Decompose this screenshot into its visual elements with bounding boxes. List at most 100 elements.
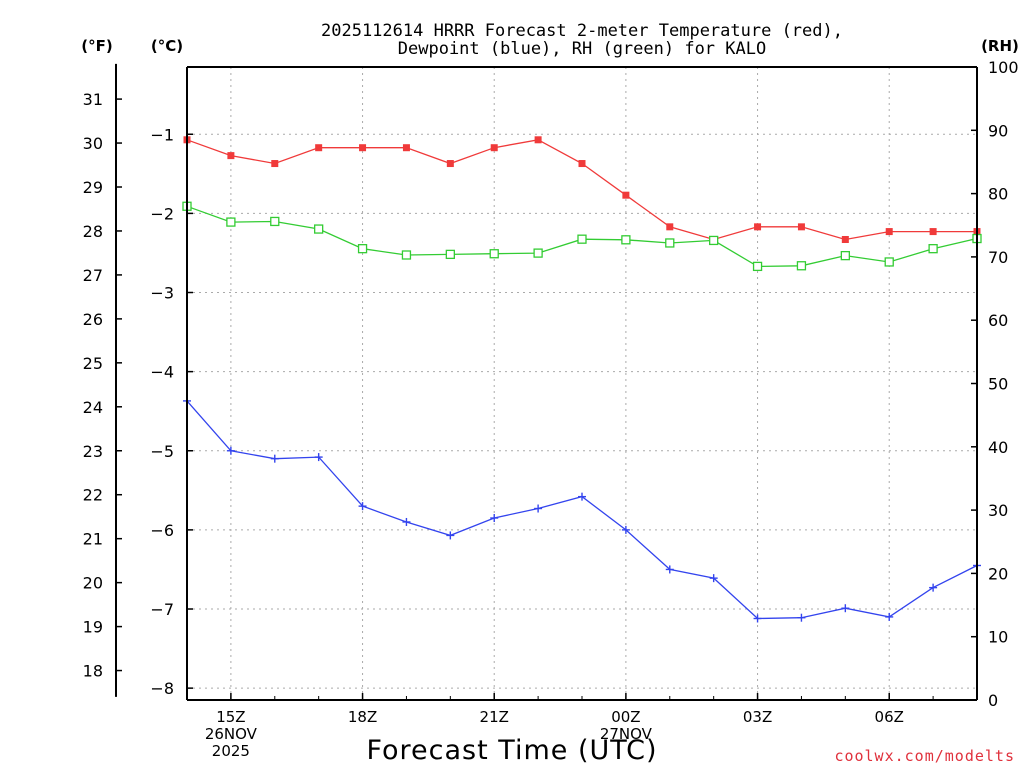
rh-tick-label: 60 [988,311,1008,330]
celsius-unit-label: (°C) [151,37,183,55]
fahrenheit-tick-label: 18 [83,662,103,681]
celsius-tick-label: −1 [150,125,174,144]
dewpoint-point [621,525,630,534]
celsius-tick-label: −2 [150,204,174,223]
fahrenheit-tick-label: 19 [83,618,103,637]
celsius-tick-label: −3 [150,284,174,303]
dewpoint-point [402,517,411,526]
rh-point [928,244,938,254]
temperature-point [534,136,542,144]
rh-tick-label: 10 [988,628,1008,647]
rh-point [357,244,368,254]
rh-point [401,250,412,260]
time-tick-label: 27NOV [600,725,653,743]
dewpoint-point [490,514,499,523]
dewpoint-point [709,574,718,583]
chart-title-line1: 2025112614 HRRR Forecast 2-meter Tempera… [321,21,843,41]
temperature-point [885,228,893,236]
fahrenheit-tick-label: 30 [83,134,103,153]
dewpoint-point [841,604,850,613]
celsius-tick-label: −6 [150,521,174,540]
dewpoint-point [314,453,323,462]
rh-point [884,257,894,267]
temperature-point [841,235,849,243]
rh-point [796,261,807,271]
rh-point [533,248,543,258]
dewpoint-point [534,504,543,513]
temperature-point [578,160,586,168]
x-axis-label: Forecast Time (UTC) [366,735,657,766]
celsius-tick-label: −8 [150,679,174,698]
fahrenheit-tick-label: 29 [83,178,103,197]
rh-tick-label: 30 [988,501,1008,520]
temperature-point [271,160,279,168]
time-tick-label: 2025 [212,742,250,760]
dewpoint-point [665,565,674,574]
rh-point [709,235,719,246]
temperature-point [402,144,410,152]
dewpoint-point [753,614,762,623]
time-tick-label: 26NOV [205,725,258,743]
rh-point [621,235,631,245]
rh-point [314,224,324,234]
series-layer [182,136,982,623]
temperature-point [666,223,674,231]
fahrenheit-tick-label: 22 [83,486,103,505]
celsius-tick-label: −4 [150,363,174,382]
fahrenheit-tick-label: 31 [83,90,103,109]
rh-tick-label: 100 [988,58,1019,77]
dewpoint-point [929,583,938,592]
fahrenheit-tick-label: 28 [83,222,103,241]
temperature-point [359,144,367,152]
fahrenheit-tick-label: 25 [83,354,103,373]
temperature-point [929,228,937,236]
time-tick-label: 06Z [875,708,904,726]
dewpoint-point [446,531,455,540]
temperature-point [446,160,454,168]
rh-point [752,261,763,272]
time-tick-label: 00Z [611,708,640,726]
rh-point [665,238,675,248]
time-tick-label: 15Z [216,708,245,726]
temperature-point [797,223,805,231]
fahrenheit-tick-label: 20 [83,574,103,593]
rh-point [577,234,587,244]
celsius-tick-label: −7 [150,600,174,619]
temperature-point [490,144,498,152]
rh-point [489,249,499,259]
temperature-point [754,223,762,231]
time-tick-label: 21Z [480,708,509,726]
dewpoint-point [578,492,586,501]
dewpoint-point [885,612,894,621]
dewpoint-line [186,400,978,620]
rh-tick-label: 90 [988,121,1008,140]
rh-tick-label: 70 [988,248,1008,267]
rh-tick-label: 20 [988,564,1008,583]
temperature-point [622,191,630,199]
temperature-point [315,144,323,152]
dewpoint-point [797,613,806,622]
fahrenheit-tick-label: 27 [83,266,103,285]
celsius-tick-label: −5 [150,442,174,461]
fahrenheit-tick-label: 26 [83,310,103,329]
axis-layer: 18 19 20 21 22 23 24 25 26 27 28 29 30 31 −1 −2 −3 −4 −5 −6… [83,58,1019,760]
source-credit: coolwx.com/modelts [834,747,1015,765]
dewpoint-point [270,454,279,463]
fahrenheit-unit-label: (°F) [81,37,112,55]
rh-tick-label: 80 [988,185,1008,204]
rh-point [226,217,236,227]
temperature-line [186,139,977,241]
rh-tick-label: 0 [988,691,998,710]
rh-point [840,250,850,261]
time-tick-label: 03Z [743,708,772,726]
fahrenheit-tick-label: 21 [83,530,103,549]
chart-title-line2: Dewpoint (blue), RH (green) for KALO [398,39,766,59]
time-tick-label: 18Z [348,708,377,726]
temperature-point [227,152,235,160]
rh-tick-label: 50 [988,375,1008,394]
rh-point [270,216,280,227]
dewpoint-point [358,502,367,511]
fahrenheit-tick-label: 23 [83,442,103,461]
dewpoint-point [226,446,235,455]
